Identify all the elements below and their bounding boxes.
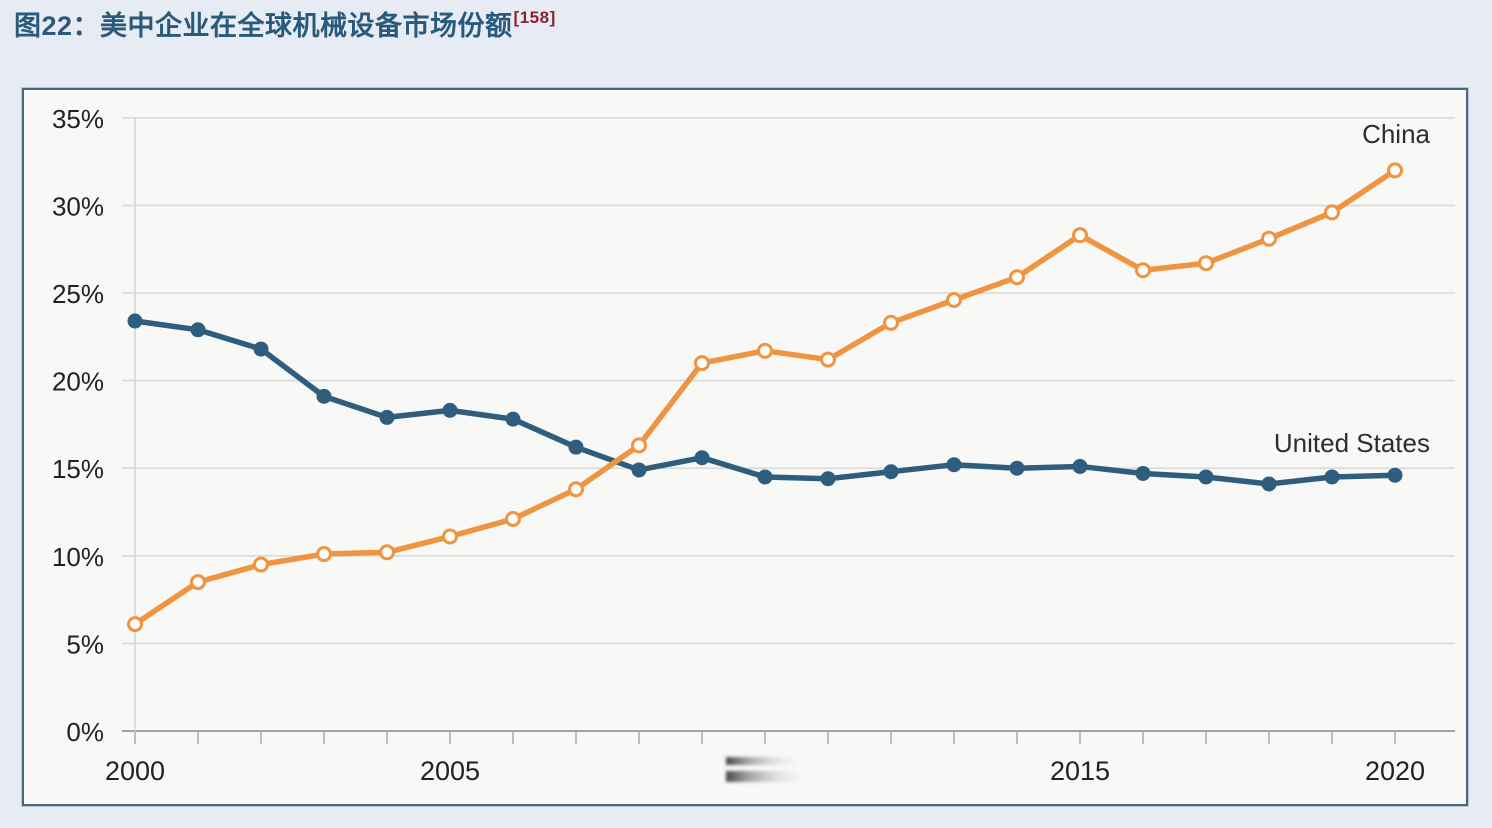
series-point-china-2015 (1072, 227, 1088, 244)
series-point-united-states-2004 (379, 409, 395, 425)
series-point-china-2013 (946, 292, 962, 309)
series-point-united-states-2013 (946, 457, 962, 473)
series-point-china-2000 (127, 616, 143, 633)
smear-streak-top (726, 757, 800, 765)
y-tick-label-20: 20% (52, 367, 104, 397)
series-point-china-2005 (442, 528, 458, 545)
series-point-china-2003 (316, 546, 332, 563)
series-point-china-2011 (820, 351, 836, 368)
series-point-china-2010 (757, 342, 773, 359)
series-point-united-states-2018 (1261, 476, 1277, 492)
y-tick-label-35: 35% (52, 104, 104, 134)
y-tick-label-10: 10% (52, 542, 104, 572)
series-point-china-2004 (379, 544, 395, 561)
series-china (127, 162, 1403, 633)
figure-title-text: 图22：美中企业在全球机械设备市场份额 (14, 11, 513, 41)
series-point-united-states-2019 (1324, 469, 1340, 485)
series-end-label-china: China (1362, 119, 1430, 149)
blurred-x-tick-label-2010 (726, 757, 805, 782)
series-point-china-2007 (568, 481, 584, 498)
series-point-united-states-2006 (505, 411, 521, 427)
series-point-united-states-2012 (883, 464, 899, 480)
y-tick-label-5: 5% (66, 629, 104, 659)
series-point-china-2006 (505, 511, 521, 528)
series-point-china-2017 (1198, 255, 1214, 272)
series-point-china-2019 (1324, 204, 1340, 221)
series-point-united-states-2008 (631, 462, 647, 478)
x-tick-label-2015: 2015 (1050, 756, 1110, 786)
series-point-china-2018 (1261, 230, 1277, 247)
x-tick-label-2000: 2000 (105, 756, 165, 786)
series-point-china-2002 (253, 556, 269, 573)
y-tick-label-30: 30% (52, 191, 104, 221)
series-point-united-states-2016 (1135, 465, 1151, 481)
series-point-united-states-2011 (820, 471, 836, 487)
series-point-united-states-2003 (316, 388, 332, 404)
series-point-united-states-2010 (757, 469, 773, 485)
series-point-china-2001 (190, 574, 206, 591)
chart-panel: 35% 30% 25% 20% 15% 10% 5% 0% 2000 2005 2015 2020 Un… (22, 88, 1468, 806)
series-end-label-united-states: United States (1274, 428, 1430, 458)
x-tick-label-2020: 2020 (1365, 756, 1425, 786)
figure-citation: [158] (513, 8, 556, 27)
series-point-united-states-2002 (253, 341, 269, 357)
series-point-united-states-2001 (190, 322, 206, 338)
series-point-china-2020 (1387, 162, 1403, 179)
series-point-china-2014 (1009, 269, 1025, 286)
smear-streak-bottom (726, 771, 805, 782)
series-point-united-states-2000 (127, 313, 143, 329)
series-point-united-states-2014 (1009, 460, 1025, 476)
series-point-united-states-2005 (442, 402, 458, 418)
series-point-united-states-2015 (1072, 458, 1088, 474)
series-point-china-2016 (1135, 262, 1151, 279)
figure-title: 图22：美中企业在全球机械设备市场份额[158] (14, 4, 555, 43)
line-chart-canvas: 35% 30% 25% 20% 15% 10% 5% 0%2000 2005 2015 2020 Un… (52, 104, 1455, 786)
x-tick-label-2005: 2005 (420, 756, 480, 786)
series-point-china-2008 (631, 437, 647, 454)
y-tick-label-15: 15% (52, 454, 104, 484)
y-tick-label-0: 0% (66, 717, 104, 747)
series-united-states (127, 313, 1403, 492)
series-point-united-states-2017 (1198, 469, 1214, 485)
series-point-united-states-2009 (694, 450, 710, 466)
y-tick-label-25: 25% (52, 279, 104, 309)
series-point-china-2012 (883, 314, 899, 331)
series-point-china-2009 (694, 355, 710, 372)
series-point-united-states-2007 (568, 439, 584, 455)
series-point-united-states-2020 (1387, 467, 1403, 483)
